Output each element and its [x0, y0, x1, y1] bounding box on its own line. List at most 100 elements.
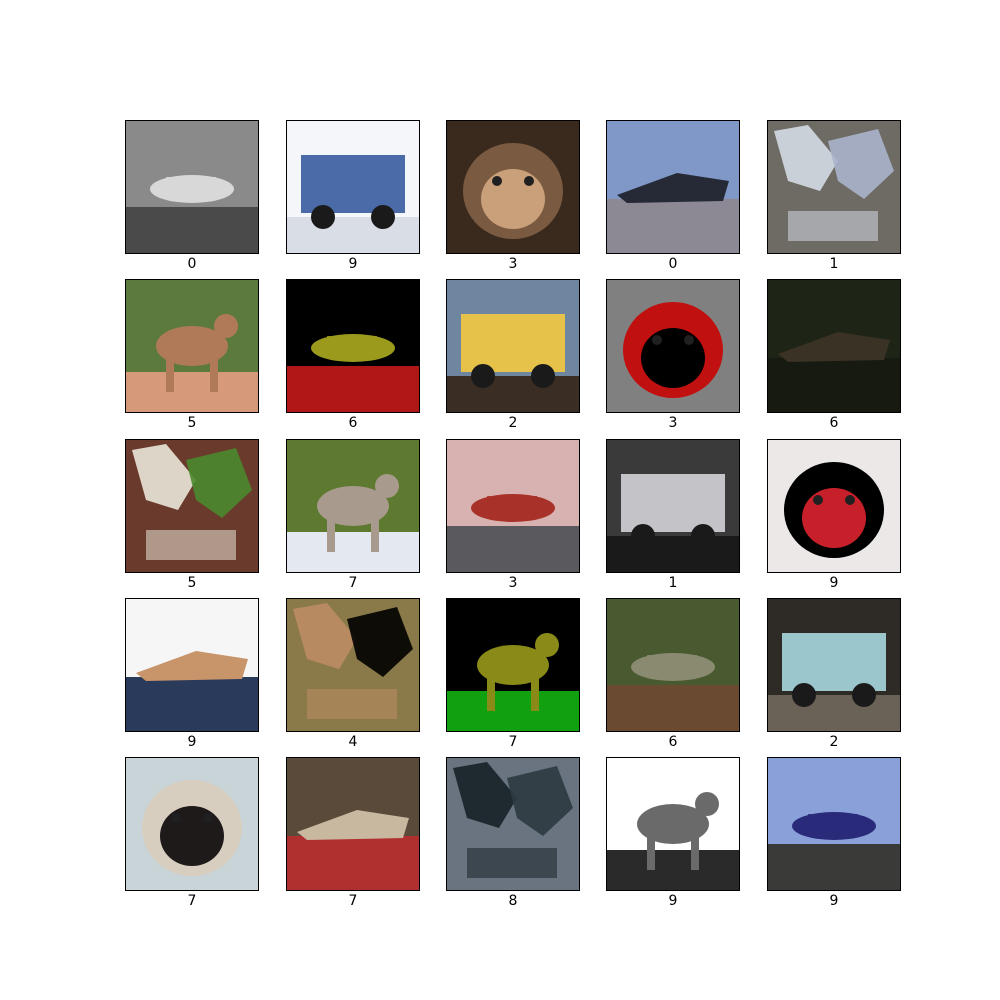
image-tile: 5: [125, 279, 259, 439]
class-label: 7: [187, 893, 197, 909]
horse-posterized-image: [446, 598, 580, 732]
class-label: 3: [508, 575, 518, 591]
class-label: 7: [348, 575, 358, 591]
class-label: 3: [668, 415, 678, 431]
thumbnail-picture: [447, 280, 579, 412]
image-tile: 8: [446, 757, 580, 917]
class-label: 6: [348, 415, 358, 431]
frog-posterized-image: [286, 279, 420, 413]
thumbnail-picture: [607, 440, 739, 572]
thumbnail-picture: [768, 758, 900, 890]
thumbnail-picture: [768, 599, 900, 731]
class-label: 9: [187, 734, 197, 750]
frog-ground-image: [606, 598, 740, 732]
class-label: 6: [829, 415, 839, 431]
image-tile: 0: [125, 120, 259, 280]
thumbnail-picture: [126, 121, 258, 253]
airplane-image: [125, 120, 259, 254]
image-tile: 1: [606, 439, 740, 599]
class-label: 2: [508, 415, 518, 431]
class-label: 5: [187, 575, 197, 591]
thumbnail-picture: [607, 758, 739, 890]
horse-rider-image: [125, 757, 259, 891]
class-label: 0: [187, 256, 197, 272]
class-label: 7: [508, 734, 518, 750]
thumbnail-picture: [607, 121, 739, 253]
image-tile: 9: [606, 757, 740, 917]
ship-lake-image: [446, 757, 580, 891]
thumbnail-picture: [447, 599, 579, 731]
image-tile: 7: [286, 439, 420, 599]
cat-face-image: [446, 120, 580, 254]
thumbnail-picture: [768, 440, 900, 572]
dump-truck-image: [286, 120, 420, 254]
image-tile: 6: [286, 279, 420, 439]
image-tile: 9: [767, 439, 901, 599]
class-label: 2: [829, 734, 839, 750]
class-label: 1: [668, 575, 678, 591]
thumbnail-picture: [287, 121, 419, 253]
image-tile: 9: [125, 598, 259, 758]
thumbnail-picture: [447, 758, 579, 890]
class-label: 1: [829, 256, 839, 272]
image-tile: 6: [606, 598, 740, 758]
cat-silhouette-image: [606, 279, 740, 413]
image-tile: 7: [125, 757, 259, 917]
class-label: 4: [348, 734, 358, 750]
class-label: 9: [348, 256, 358, 272]
class-label: 6: [668, 734, 678, 750]
class-label: 5: [187, 415, 197, 431]
image-tile: 3: [606, 279, 740, 439]
thumbnail-picture: [126, 280, 258, 412]
image-tile: 6: [767, 279, 901, 439]
thumbnail-picture: [447, 440, 579, 572]
thumbnail-picture: [126, 599, 258, 731]
thumbnail-picture: [287, 440, 419, 572]
image-tile: 3: [446, 439, 580, 599]
horse-show-image: [286, 757, 420, 891]
bird-image: [446, 279, 580, 413]
class-label: 9: [829, 893, 839, 909]
bird-blue-image: [767, 598, 901, 732]
blue-dump-truck-image: [767, 757, 901, 891]
thumbnail-picture: [768, 280, 900, 412]
image-tile: 2: [446, 279, 580, 439]
image-tile: 9: [767, 757, 901, 917]
frog-dark-image: [767, 279, 901, 413]
image-tile: 7: [446, 598, 580, 758]
silver-car-image: [606, 439, 740, 573]
thumbnail-picture: [447, 121, 579, 253]
image-tile: 4: [286, 598, 420, 758]
dog-face-image: [125, 279, 259, 413]
thumbnail-picture: [607, 280, 739, 412]
box-truck-image: [125, 598, 259, 732]
deer-image: [286, 439, 420, 573]
class-label: 0: [668, 256, 678, 272]
thumbnail-picture: [126, 440, 258, 572]
red-truck-image: [767, 439, 901, 573]
thumbnail-picture: [287, 280, 419, 412]
white-dog-image: [125, 439, 259, 573]
class-label: 8: [508, 893, 518, 909]
class-label: 9: [668, 893, 678, 909]
thumbnail-picture: [607, 599, 739, 731]
image-tile: 3: [446, 120, 580, 280]
thumbnail-picture: [287, 758, 419, 890]
image-tile: 5: [125, 439, 259, 599]
image-tile: 0: [606, 120, 740, 280]
gray-truck-image: [606, 757, 740, 891]
class-label: 9: [829, 575, 839, 591]
thumbnail-picture: [287, 599, 419, 731]
image-tile: 1: [767, 120, 901, 280]
thumbnail-picture: [126, 758, 258, 890]
horse-head-image: [286, 598, 420, 732]
car-image: [767, 120, 901, 254]
airplane-on-runway-image: [606, 120, 740, 254]
class-label: 3: [508, 256, 518, 272]
image-tile: 2: [767, 598, 901, 758]
image-tile: 7: [286, 757, 420, 917]
image-tile: 9: [286, 120, 420, 280]
class-label: 7: [348, 893, 358, 909]
thumbnail-picture: [768, 121, 900, 253]
